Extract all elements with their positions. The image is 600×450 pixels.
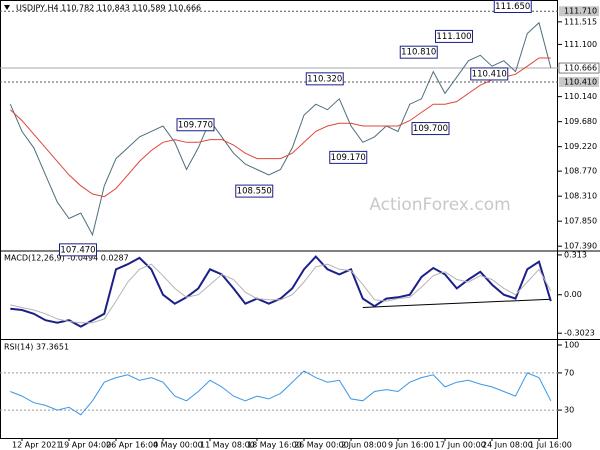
annotation-label: 109.770 — [178, 120, 213, 130]
chart-title: USDJPY,H4 110.782 110.843 110.589 110.66… — [16, 4, 201, 13]
x-tick-label: 17 Jun 00:00 — [435, 441, 486, 450]
annotation-label: 110.810 — [401, 48, 436, 58]
x-tick-label: 19 Apr 04:00 — [59, 441, 111, 450]
series-line — [10, 370, 552, 416]
rsi-title: RSI(14) 37.3651 — [4, 343, 69, 352]
annotation-label: 107.470 — [60, 245, 95, 255]
x-tick-label: 24 Jun 08:00 — [482, 441, 533, 450]
annotation-box — [235, 184, 274, 198]
level-label: 111.710 — [564, 7, 597, 16]
watermark: ActionForex.com — [369, 195, 510, 215]
annotation-box — [470, 67, 509, 81]
x-tick-label: 4 May 00:00 — [153, 441, 203, 450]
annotation-label: 111.100 — [436, 32, 471, 42]
title-arrow — [4, 5, 10, 10]
last-price-box — [558, 62, 600, 74]
y-tick-label: 108.310 — [564, 192, 597, 201]
x-tick-label: 26 May 00:00 — [294, 441, 349, 450]
y-tick-label: 108.770 — [564, 167, 597, 176]
annotation-label: 109.700 — [413, 124, 448, 134]
series-line — [9, 21, 552, 237]
y-tick-label: 109.220 — [564, 142, 597, 151]
x-tick-label: 18 May 16:00 — [247, 441, 302, 450]
y-tick-label: 30 — [564, 406, 574, 415]
x-tick-label: 9 Jun 16:00 — [388, 441, 434, 450]
annotation-box — [305, 72, 344, 86]
annotation-box — [435, 29, 473, 43]
annotation-box — [411, 122, 450, 136]
macd-title: MACD(12,26,9) -0.0494 0.0287 — [4, 254, 129, 263]
y-tick-label: 0.00 — [564, 290, 582, 299]
y-tick-label: 111.515 — [564, 17, 597, 26]
series-line — [9, 57, 551, 198]
y-tick-label: 109.680 — [564, 117, 597, 126]
y-tick-label: 107.390 — [564, 242, 597, 251]
x-tick-label: 2 Jun 08:00 — [341, 441, 387, 450]
level-label-box — [559, 76, 599, 87]
series-line — [10, 263, 552, 324]
last-price-label: 110.666 — [564, 64, 597, 73]
annotation-box — [176, 118, 215, 132]
level-label-box — [559, 6, 599, 17]
x-tick-label: 26 Apr 16:00 — [106, 441, 158, 450]
annotation-label: 110.320 — [307, 74, 342, 84]
y-tick-label: -0.3023 — [564, 329, 595, 338]
x-tick-label: 12 Apr 2021 — [12, 441, 61, 450]
y-tick-label: 100 — [564, 341, 579, 350]
level-label: 110.410 — [564, 77, 597, 86]
annotation-box — [59, 243, 97, 257]
y-tick-label: 0.313 — [564, 250, 587, 259]
annotation-box — [399, 45, 438, 59]
annotation-label: 109.170 — [331, 153, 366, 163]
y-tick-label: 111.100 — [564, 40, 597, 49]
y-tick-label: 110.140 — [564, 92, 597, 101]
annotation-box — [329, 150, 368, 164]
annotation-box — [493, 0, 532, 14]
x-tick-label: 1 Jul 16:00 — [529, 441, 572, 450]
frame — [0, 0, 558, 439]
trendline — [362, 298, 551, 308]
series-line — [10, 255, 552, 328]
y-tick-label: 107.850 — [564, 217, 597, 226]
annotation-label: 111.650 — [495, 2, 530, 12]
annotation-label: 108.550 — [237, 187, 272, 197]
y-tick-label: 70 — [564, 368, 574, 377]
annotation-label: 110.410 — [472, 69, 507, 79]
x-tick-label: 11 May 08:00 — [200, 441, 255, 450]
